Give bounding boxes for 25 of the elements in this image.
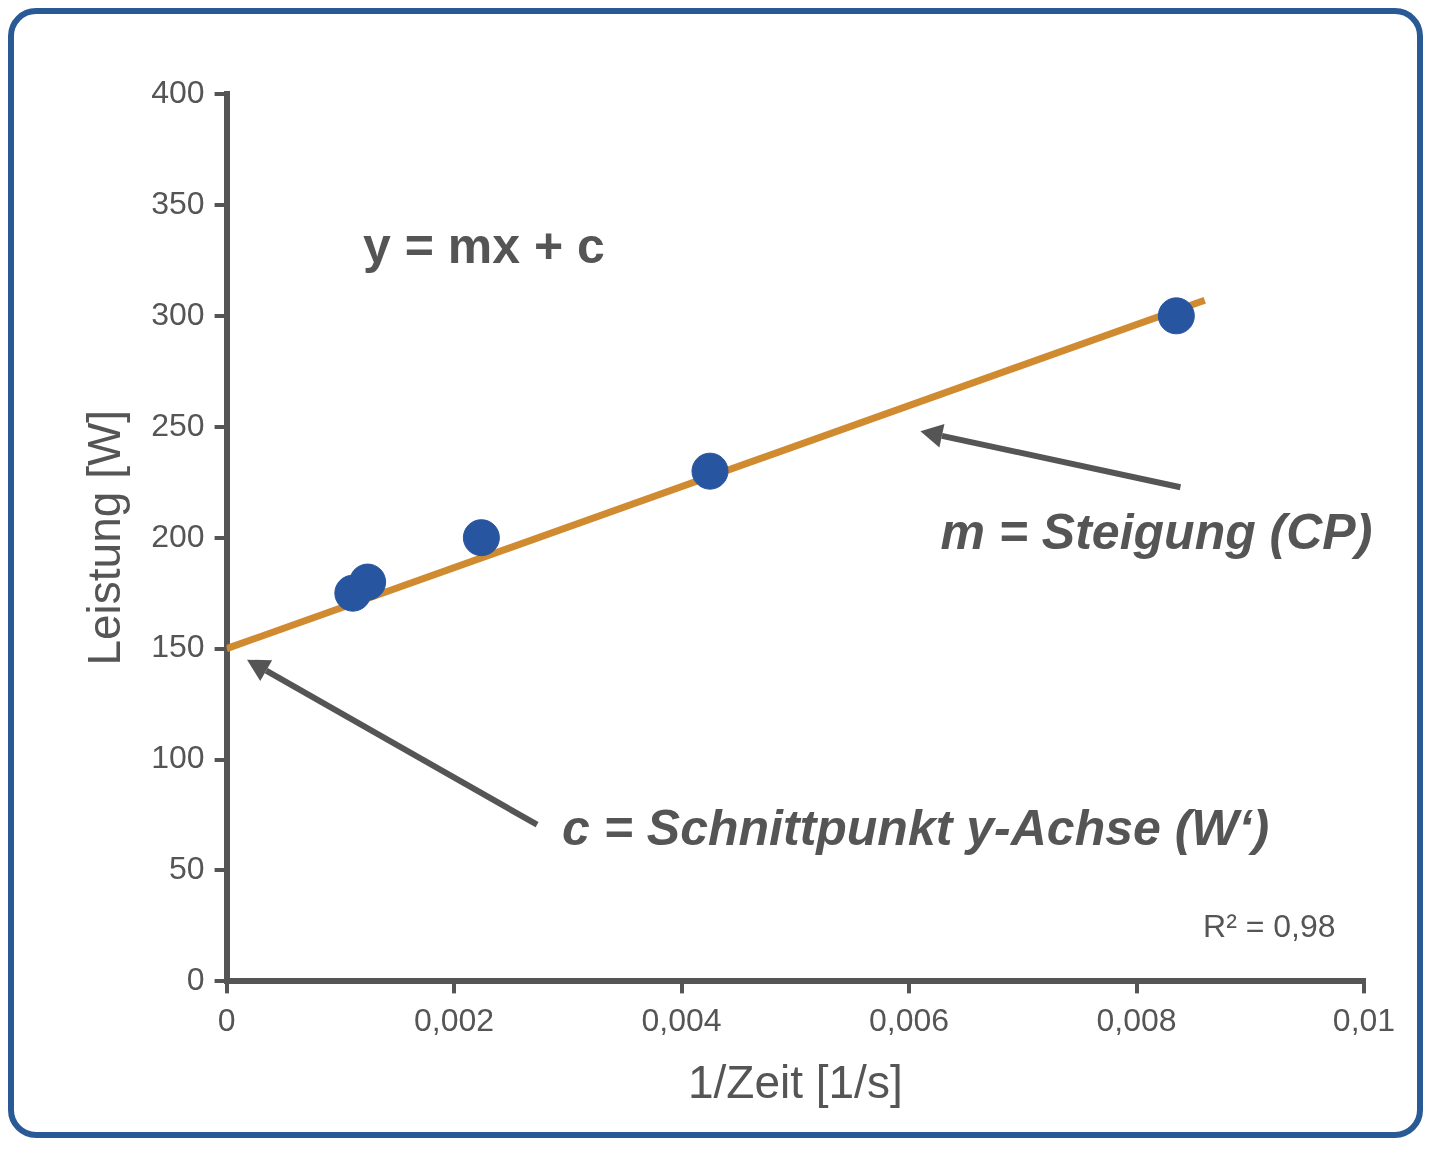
annotation: R² = 0,98	[1203, 908, 1336, 945]
annotation: m = Steigung (CP)	[940, 504, 1373, 561]
y-tick-label: 100	[151, 739, 205, 776]
y-axis-title: Leistung [W]	[78, 409, 131, 666]
y-tick-label: 50	[169, 850, 205, 887]
x-tick-label: 0,002	[414, 1002, 495, 1039]
y-tick-label: 350	[151, 184, 205, 221]
annotation: c = Schnittpunkt y-Achse (W‘)	[562, 799, 1270, 856]
x-tick-label: 0,004	[641, 1002, 722, 1039]
point	[349, 563, 387, 601]
x-tick-label: 0,008	[1096, 1002, 1177, 1039]
y-tick-label: 150	[151, 628, 205, 665]
x-axis-title: 1/Zeit [1/s]	[687, 1056, 903, 1109]
y-tick-label: 200	[151, 517, 205, 554]
annotation: y = mx + c	[363, 217, 605, 274]
y-tick-label: 300	[151, 295, 205, 332]
x-tick-label: 0,006	[869, 1002, 950, 1039]
point	[691, 452, 729, 490]
y-tick-label: 250	[151, 406, 205, 443]
x-tick-label: 0,01	[1332, 1002, 1396, 1039]
point	[1157, 297, 1195, 335]
x-tick-label: 0	[217, 1002, 236, 1039]
point	[462, 519, 500, 557]
y-tick-label: 400	[151, 73, 205, 110]
y-tick-label: 0	[186, 961, 205, 998]
